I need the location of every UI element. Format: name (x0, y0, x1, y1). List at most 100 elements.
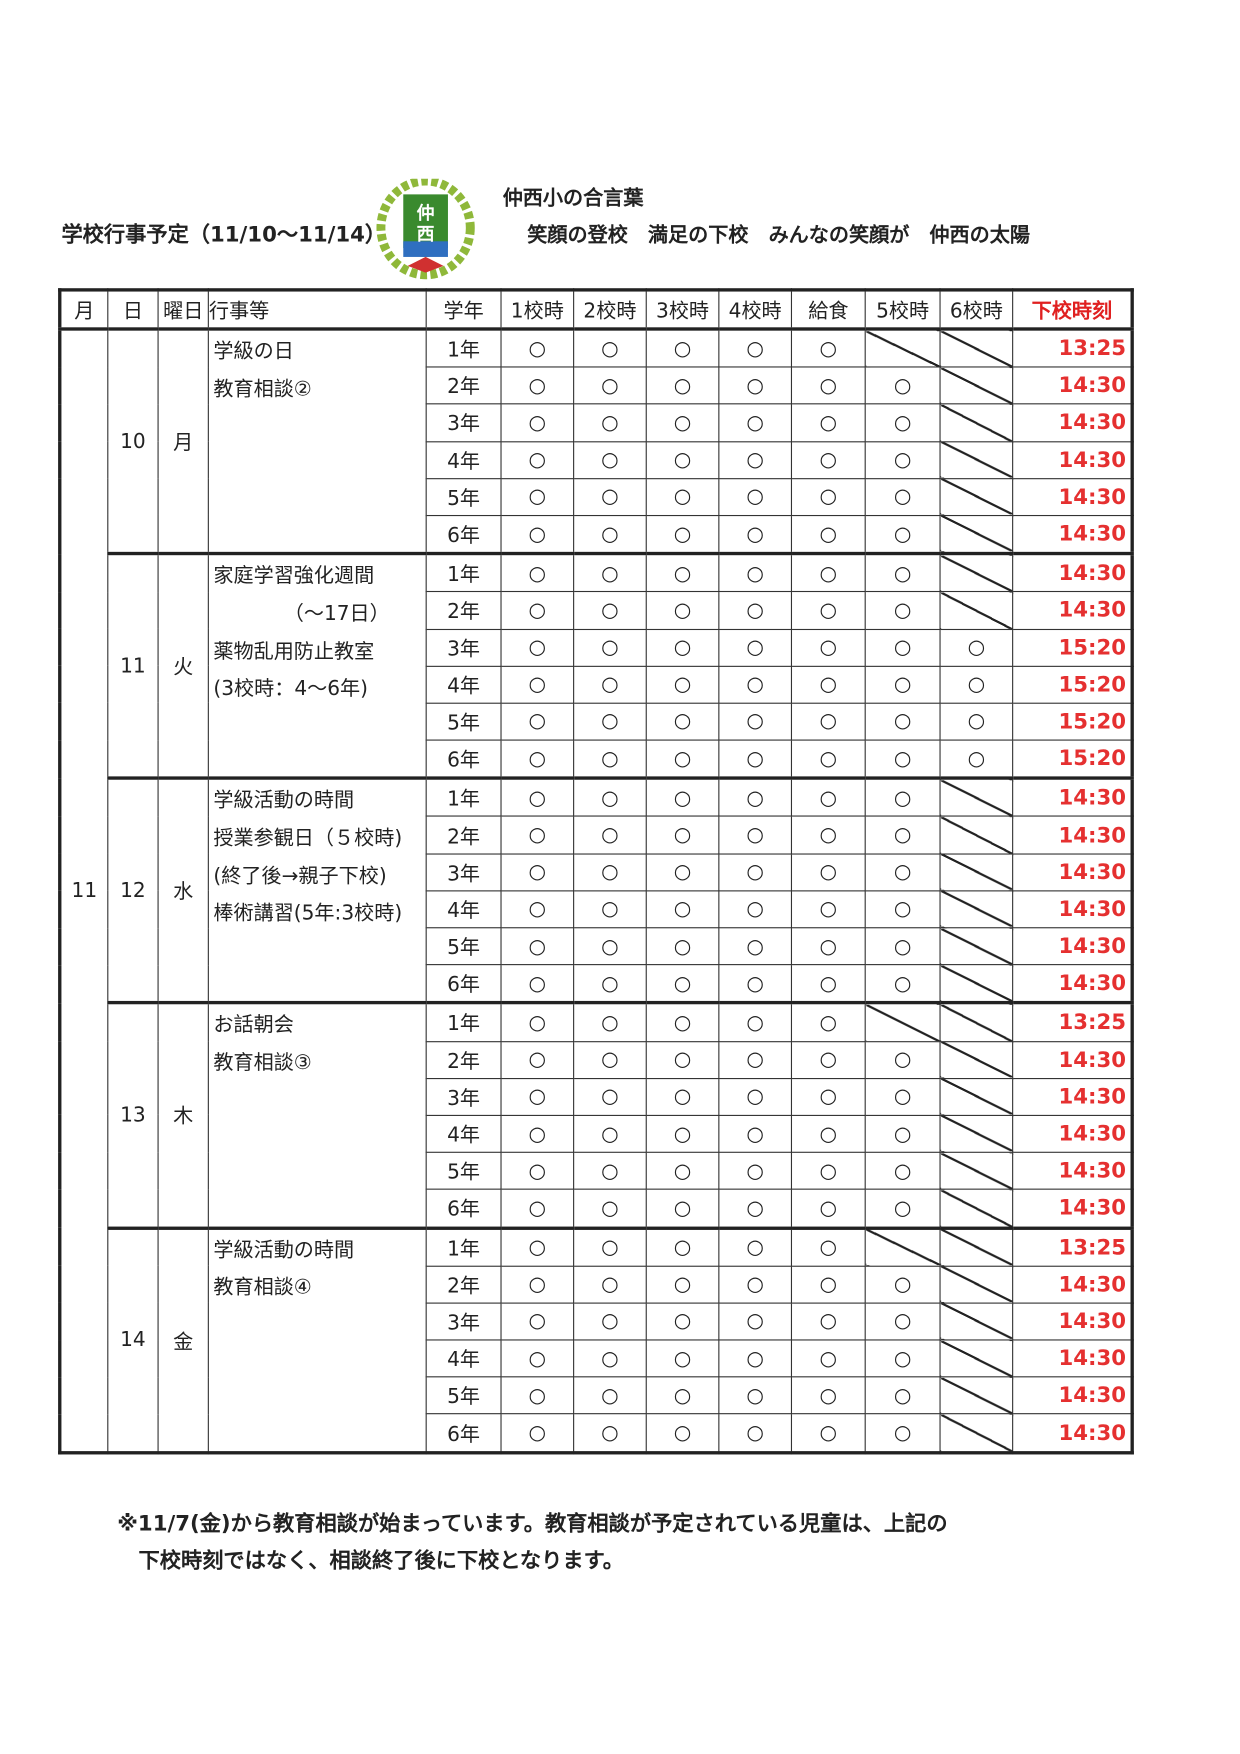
class-mark-cell: ○ (573, 1265, 647, 1304)
class-mark-cell: ○ (864, 702, 941, 741)
event-item: （～17日） (213, 601, 390, 626)
class-mark-cell: ○ (500, 327, 575, 368)
class-mark-cell: ○ (790, 628, 866, 667)
class-mark-cell: ○ (645, 739, 720, 779)
class-mark-cell: ○ (645, 1114, 720, 1153)
class-mark-cell: ○ (645, 366, 720, 405)
class-mark-cell: ○ (790, 440, 866, 479)
class-mark-cell: ○ (939, 665, 1014, 704)
dismissal-time-cell: 14:30 (1012, 477, 1133, 517)
grade-cell: 1年 (425, 327, 502, 368)
class-mark-cell: ○ (573, 591, 647, 630)
dismissal-time-cell: 14:30 (1012, 551, 1133, 593)
class-mark-cell: ○ (718, 1151, 793, 1191)
class-mark-cell: ○ (790, 551, 866, 593)
class-mark-cell: ○ (718, 1114, 793, 1153)
event-item: 授業参観日（５校時) (213, 826, 403, 851)
class-mark-cell: ○ (864, 927, 941, 966)
class-mark-cell: ○ (573, 1114, 647, 1153)
dismissal-time-cell: 14:30 (1012, 927, 1133, 966)
class-mark-cell: ○ (718, 514, 793, 555)
day-cell: 14 (107, 1226, 159, 1453)
header-row: 月日曜日 行事等 学年 1校時 2校時 3校時 4校時 給食 5校時 6校時 下校時刻 (59, 289, 1133, 331)
class-mark-cell: ○ (500, 1226, 575, 1267)
class-mark-cell: ○ (573, 366, 647, 405)
events-cell: お話朝会 教育相談③ (207, 1001, 427, 1229)
class-mark-cell: ○ (573, 1339, 647, 1378)
class-mark-cell: ○ (718, 1302, 793, 1341)
dismissal-time-cell: 14:30 (1012, 1188, 1133, 1229)
no-class-slash-cell (939, 327, 1014, 368)
class-mark-cell: ○ (573, 1376, 647, 1415)
class-mark-cell: ○ (645, 776, 720, 818)
no-class-slash-cell (939, 1040, 1014, 1079)
dismissal-time-cell: 14:30 (1012, 403, 1133, 442)
class-mark-cell: ○ (500, 1188, 575, 1229)
weekday-cell: 水 (157, 776, 209, 1004)
events-cell: 家庭学習強化週間 （～17日） 薬物乱用防止教室 (3校時：4～6年) (207, 551, 427, 779)
class-mark-cell: ○ (645, 1413, 720, 1453)
class-mark-cell: ○ (645, 1302, 720, 1341)
class-mark-cell: ○ (864, 366, 941, 405)
class-mark-cell: ○ (573, 1077, 647, 1116)
grade-cell: 3年 (425, 853, 502, 892)
dismissal-time-cell: 15:20 (1012, 702, 1133, 741)
class-mark-cell: ○ (790, 1188, 866, 1229)
svg-text:西: 西 (417, 224, 435, 245)
no-class-slash-cell (939, 964, 1014, 1004)
class-mark-cell: ○ (500, 1040, 575, 1079)
page-title: 学校行事予定（11/10～11/14） (61, 222, 387, 247)
class-mark-cell: ○ (573, 628, 647, 667)
grade-cell: 2年 (425, 366, 502, 405)
dismissal-time-cell: 13:25 (1012, 1001, 1133, 1042)
no-class-slash-cell (939, 1302, 1014, 1341)
class-mark-cell: ○ (790, 964, 866, 1004)
class-mark-cell: ○ (500, 927, 575, 966)
class-mark-cell: ○ (573, 702, 647, 741)
class-mark-cell: ○ (573, 551, 647, 593)
table-row: 4年 ○ ○ ○ ○ ○ ○ 14:30 (60, 1339, 1133, 1378)
class-mark-cell: ○ (645, 591, 720, 630)
no-class-slash-cell (864, 1226, 941, 1267)
no-class-slash-cell (939, 551, 1014, 593)
dismissal-time-cell: 14:30 (1012, 1413, 1133, 1453)
table-row: 12 水学級活動の時間 授業参観日（５校時) (終了後→親子下校) 棒術講習(5年:3校… (60, 776, 1133, 1004)
class-mark-cell: ○ (790, 1302, 866, 1341)
no-class-slash-cell (939, 440, 1014, 479)
class-mark-cell: ○ (790, 1151, 866, 1191)
class-mark-cell: ○ (500, 1077, 575, 1116)
no-class-slash-cell (939, 776, 1014, 818)
no-class-slash-cell (939, 1226, 1014, 1267)
dismissal-time-cell: 14:30 (1012, 1077, 1133, 1116)
table-row: 2年 ○ ○ ○ ○ ○ ○ 14:30 (60, 1265, 1133, 1304)
dismissal-time-cell: 14:30 (1012, 1265, 1133, 1304)
no-class-slash-cell (939, 1413, 1014, 1453)
class-mark-cell: ○ (573, 440, 647, 479)
class-mark-cell: ○ (645, 1226, 720, 1267)
no-class-slash-cell (939, 514, 1014, 555)
class-mark-cell: ○ (645, 327, 720, 368)
grade-cell: 3年 (425, 403, 502, 442)
event-item: 教育相談② (213, 377, 312, 401)
class-mark-cell: ○ (718, 327, 793, 368)
dismissal-time-cell: 14:30 (1012, 440, 1133, 479)
class-mark-cell: ○ (573, 514, 647, 555)
class-mark-cell: ○ (500, 1001, 575, 1042)
grade-cell: 4年 (425, 890, 502, 929)
class-mark-cell: ○ (864, 1413, 941, 1453)
class-mark-cell: ○ (718, 665, 793, 704)
event-item: 棒術講習(5年:3校時) (213, 901, 403, 926)
class-mark-cell: ○ (718, 927, 793, 966)
class-mark-cell: ○ (573, 327, 647, 368)
class-mark-cell: ○ (864, 1265, 941, 1304)
column-header: 5校時 (864, 289, 941, 331)
grade-cell: 3年 (425, 1302, 502, 1341)
weekday-cell: 月 (157, 327, 209, 555)
grade-cell: 1年 (425, 776, 502, 818)
class-mark-cell: ○ (573, 890, 647, 929)
dismissal-time-cell: 14:30 (1012, 1376, 1133, 1415)
no-class-slash-cell (939, 477, 1014, 517)
dismissal-time-cell: 15:20 (1012, 628, 1133, 667)
svg-text:仲: 仲 (417, 202, 435, 224)
column-header: 1校時 (500, 289, 575, 331)
